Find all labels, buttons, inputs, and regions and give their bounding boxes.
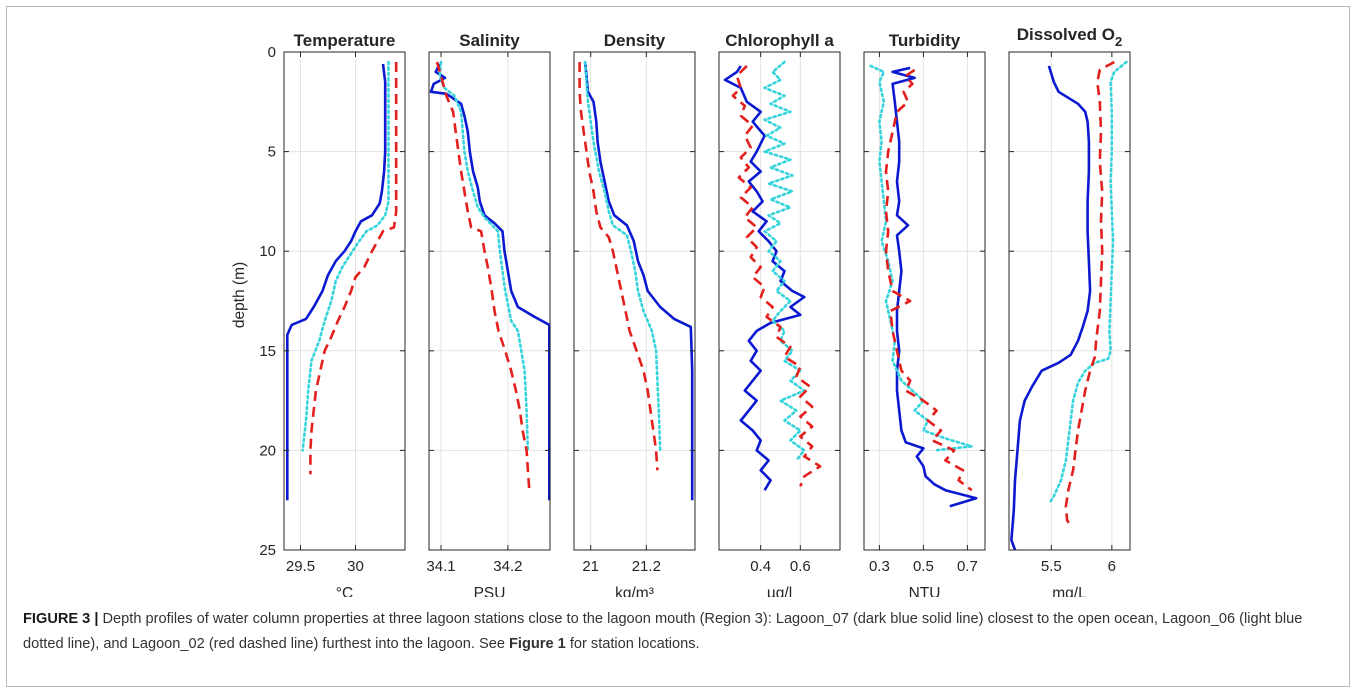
axes-box	[573, 51, 696, 551]
series-line-lagoon07	[429, 63, 551, 501]
panel-title-text: Dissolved O	[1017, 25, 1115, 44]
x-tick-label: 5.5	[1041, 558, 1062, 575]
figure-frame: 29.5 30 0 5 10 15 20 25 °C Temperature 34.1 34.2 PSU…	[6, 6, 1350, 687]
x-tick-label: 21	[582, 558, 599, 575]
panel-1: 29.5 30 0 5 10 15 20 25 °C Temperature	[259, 31, 406, 597]
x-tick-label: 21.2	[632, 558, 661, 575]
x-axis-label: mg/L	[1052, 585, 1087, 597]
y-axis-label: depth (m)	[231, 262, 248, 328]
x-tick-label: 0.4	[750, 558, 771, 575]
series-line-lagoon02	[731, 64, 822, 487]
series-line-lagoon06	[438, 60, 530, 452]
y-tick-label: 10	[259, 243, 276, 260]
series-line-lagoon02	[435, 61, 531, 491]
axes-box	[718, 51, 841, 551]
series-line-lagoon02	[309, 62, 398, 475]
y-tick-label: 15	[259, 343, 276, 360]
panel-title: Salinity	[459, 31, 520, 50]
y-tick-label: 20	[259, 442, 276, 459]
panel-4: 0.4 0.6 µg/l Chlorophyll a	[718, 31, 841, 597]
y-tick-label: 25	[259, 542, 276, 559]
panel-title: Chlorophyll a	[725, 31, 834, 50]
x-axis-label: kg/m³	[615, 585, 654, 597]
panel-title: Density	[604, 31, 666, 50]
panel-title-text: Temperature	[294, 31, 396, 50]
panel-title: Dissolved O2	[1017, 25, 1123, 49]
panel-5: 0.3 0.5 0.7 NTU Turbidity	[863, 31, 986, 597]
x-tick-label: 34.1	[426, 558, 455, 575]
panel-6: 5.5 6 mg/L Dissolved O2	[1008, 25, 1131, 597]
series-line-lagoon07	[723, 65, 806, 491]
x-tick-label: 6	[1108, 558, 1116, 575]
depth-profile-figure: 29.5 30 0 5 10 15 20 25 °C Temperature 34.1 34.2 PSU…	[231, 25, 1131, 597]
x-tick-label: 0.5	[913, 558, 934, 575]
axes-box	[428, 51, 551, 551]
panel-title-subscript: 2	[1115, 34, 1122, 49]
panel-title-text: Salinity	[459, 31, 520, 50]
axes-box	[283, 51, 406, 551]
series-line-lagoon07	[286, 63, 387, 501]
caption-figure-reference[interactable]: Figure 1	[509, 636, 566, 652]
panel-title-text: Density	[604, 31, 666, 50]
x-axis-label: °C	[336, 585, 353, 597]
x-tick-label: 30	[347, 558, 364, 575]
panel-title: Turbidity	[889, 31, 961, 50]
x-tick-label: 0.3	[869, 558, 890, 575]
caption-figure-label: FIGURE 3 |	[23, 611, 99, 627]
y-tick-label: 5	[268, 144, 276, 161]
series-line-lagoon07	[891, 66, 978, 508]
panel-title-text: Chlorophyll a	[725, 31, 834, 50]
x-tick-label: 29.5	[286, 558, 315, 575]
series-line-lagoon06	[869, 64, 974, 452]
caption-text: Depth profiles of water column propertie…	[23, 611, 1303, 652]
caption-text-end: for station locations.	[565, 636, 700, 652]
x-axis-label: NTU	[909, 585, 941, 597]
x-tick-label: 0.6	[790, 558, 811, 575]
axes-box	[863, 51, 986, 551]
x-tick-label: 0.7	[957, 558, 978, 575]
series-line-lagoon06	[301, 60, 390, 452]
y-tick-label: 0	[268, 44, 276, 61]
panel-2: 34.1 34.2 PSU Salinity	[426, 31, 551, 597]
figure-caption: FIGURE 3 | Depth profiles of water colum…	[23, 607, 1343, 657]
series-line-lagoon06	[583, 60, 662, 452]
x-axis-label: PSU	[474, 585, 506, 597]
axes-box	[1008, 51, 1131, 551]
series-line-lagoon07	[1010, 65, 1092, 551]
panel-3: 21 21.2 kg/m³ Density	[573, 31, 696, 597]
x-axis-label: µg/l	[767, 585, 792, 597]
series-line-lagoon06	[763, 60, 806, 462]
x-tick-label: 34.2	[493, 558, 522, 575]
series-line-lagoon06	[1048, 60, 1128, 504]
series-line-lagoon02	[1064, 60, 1115, 527]
panel-title-text: Turbidity	[889, 31, 961, 50]
panel-title: Temperature	[294, 31, 396, 50]
series-line-lagoon07	[583, 61, 694, 501]
